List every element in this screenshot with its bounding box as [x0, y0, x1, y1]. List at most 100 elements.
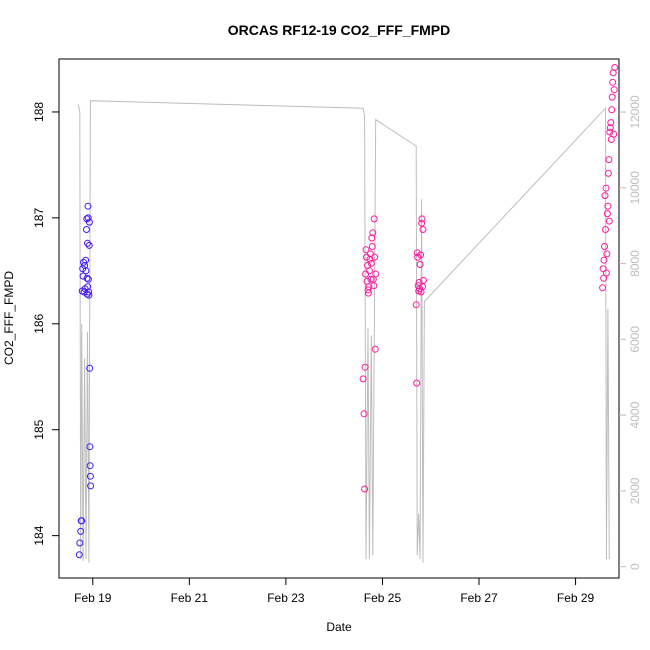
data-point [601, 243, 608, 250]
data-point [605, 156, 613, 164]
data-point [603, 250, 611, 258]
data-point [78, 517, 86, 525]
data-point [86, 462, 94, 470]
data-point [359, 375, 367, 383]
data-point [610, 130, 618, 138]
data-point [602, 269, 610, 277]
data-point [83, 226, 90, 233]
line-series [77, 100, 610, 563]
data-point [82, 256, 90, 264]
data-point [84, 202, 92, 210]
data-point [75, 551, 83, 559]
y2-tick-label: 6000 [628, 326, 642, 353]
data-point [84, 283, 92, 291]
data-point [364, 286, 372, 294]
data-point [370, 282, 378, 290]
data-point [83, 290, 91, 298]
plot-frame [58, 58, 620, 579]
data-point [370, 215, 378, 223]
data-point [82, 267, 90, 275]
data-point [86, 443, 94, 451]
data-point [419, 226, 427, 233]
x-tick-label: Feb 19 [74, 591, 112, 605]
data-point [599, 265, 607, 273]
data-point [372, 270, 380, 278]
y2-tick-label: 10000 [628, 171, 642, 205]
data-point [601, 192, 609, 200]
y-tick-label: 187 [32, 208, 46, 228]
x-tick-label: Feb 21 [171, 591, 209, 605]
y2-tick-label: 0 [628, 563, 642, 570]
data-point [86, 364, 94, 372]
data-point [608, 106, 616, 114]
x-axis-label: Date [326, 620, 352, 634]
data-point [80, 258, 88, 266]
y-tick-label: 185 [32, 419, 46, 439]
data-point [413, 379, 421, 387]
y2-tick-label: 2000 [628, 477, 642, 504]
data-point [368, 243, 376, 250]
data-point [412, 301, 420, 309]
data-point [418, 219, 426, 227]
data-point [368, 234, 376, 242]
data-point [84, 275, 92, 283]
data-point [85, 291, 93, 299]
data-point [361, 363, 369, 371]
y-tick-label: 184 [32, 525, 46, 545]
data-point [608, 93, 616, 101]
x-tick-label: Feb 23 [267, 591, 305, 605]
y2-tick-label: 12000 [628, 95, 642, 129]
data-point [85, 218, 93, 226]
data-point [361, 485, 369, 493]
altitude-line [77, 100, 610, 563]
x-tick-label: Feb 29 [557, 591, 595, 605]
data-point [416, 261, 424, 268]
chart-axes: Feb 19 Feb 21 Feb 23 Feb 25 Feb 27 Feb 29 184 1… [32, 95, 642, 605]
data-point [600, 274, 608, 282]
y2-tick-label: 4000 [628, 401, 642, 428]
data-point [606, 128, 614, 136]
data-point [604, 169, 612, 177]
data-point [420, 276, 427, 284]
data-point [417, 251, 425, 259]
data-point [84, 239, 91, 247]
data-point [365, 283, 373, 291]
data-point [604, 202, 612, 210]
data-point [367, 275, 375, 283]
data-point [602, 184, 610, 192]
data-point [79, 272, 87, 280]
data-point [602, 226, 609, 233]
y-tick-label: 188 [32, 102, 46, 122]
data-point [360, 410, 368, 418]
data-point [611, 64, 619, 71]
data-point [369, 229, 377, 237]
data-point [599, 284, 607, 292]
data-point [85, 288, 93, 296]
data-point [84, 214, 92, 222]
x-tick-label: Feb 25 [364, 591, 402, 605]
x-tick-label: Feb 27 [460, 591, 498, 605]
point-series [75, 64, 619, 559]
data-point [365, 267, 373, 275]
data-point [605, 217, 613, 225]
data-point [610, 86, 618, 94]
data-point [362, 246, 370, 254]
y-axis-label: CO2_FFF_FMPD [2, 271, 16, 365]
chart-title: ORCAS RF12-19 CO2_FFF_FMPD [228, 22, 450, 38]
data-point [85, 241, 93, 249]
data-point [413, 249, 421, 257]
data-point [603, 210, 611, 218]
data-point [86, 472, 94, 480]
y-tick-label: 186 [32, 313, 46, 333]
data-point [418, 215, 426, 223]
data-point [83, 274, 91, 282]
data-point [600, 256, 608, 264]
data-point [367, 259, 375, 267]
data-point [609, 78, 617, 86]
data-point [77, 527, 85, 535]
data-point [76, 539, 84, 547]
y2-tick-label: 8000 [628, 250, 642, 277]
data-point [371, 345, 379, 353]
data-point [607, 119, 615, 127]
